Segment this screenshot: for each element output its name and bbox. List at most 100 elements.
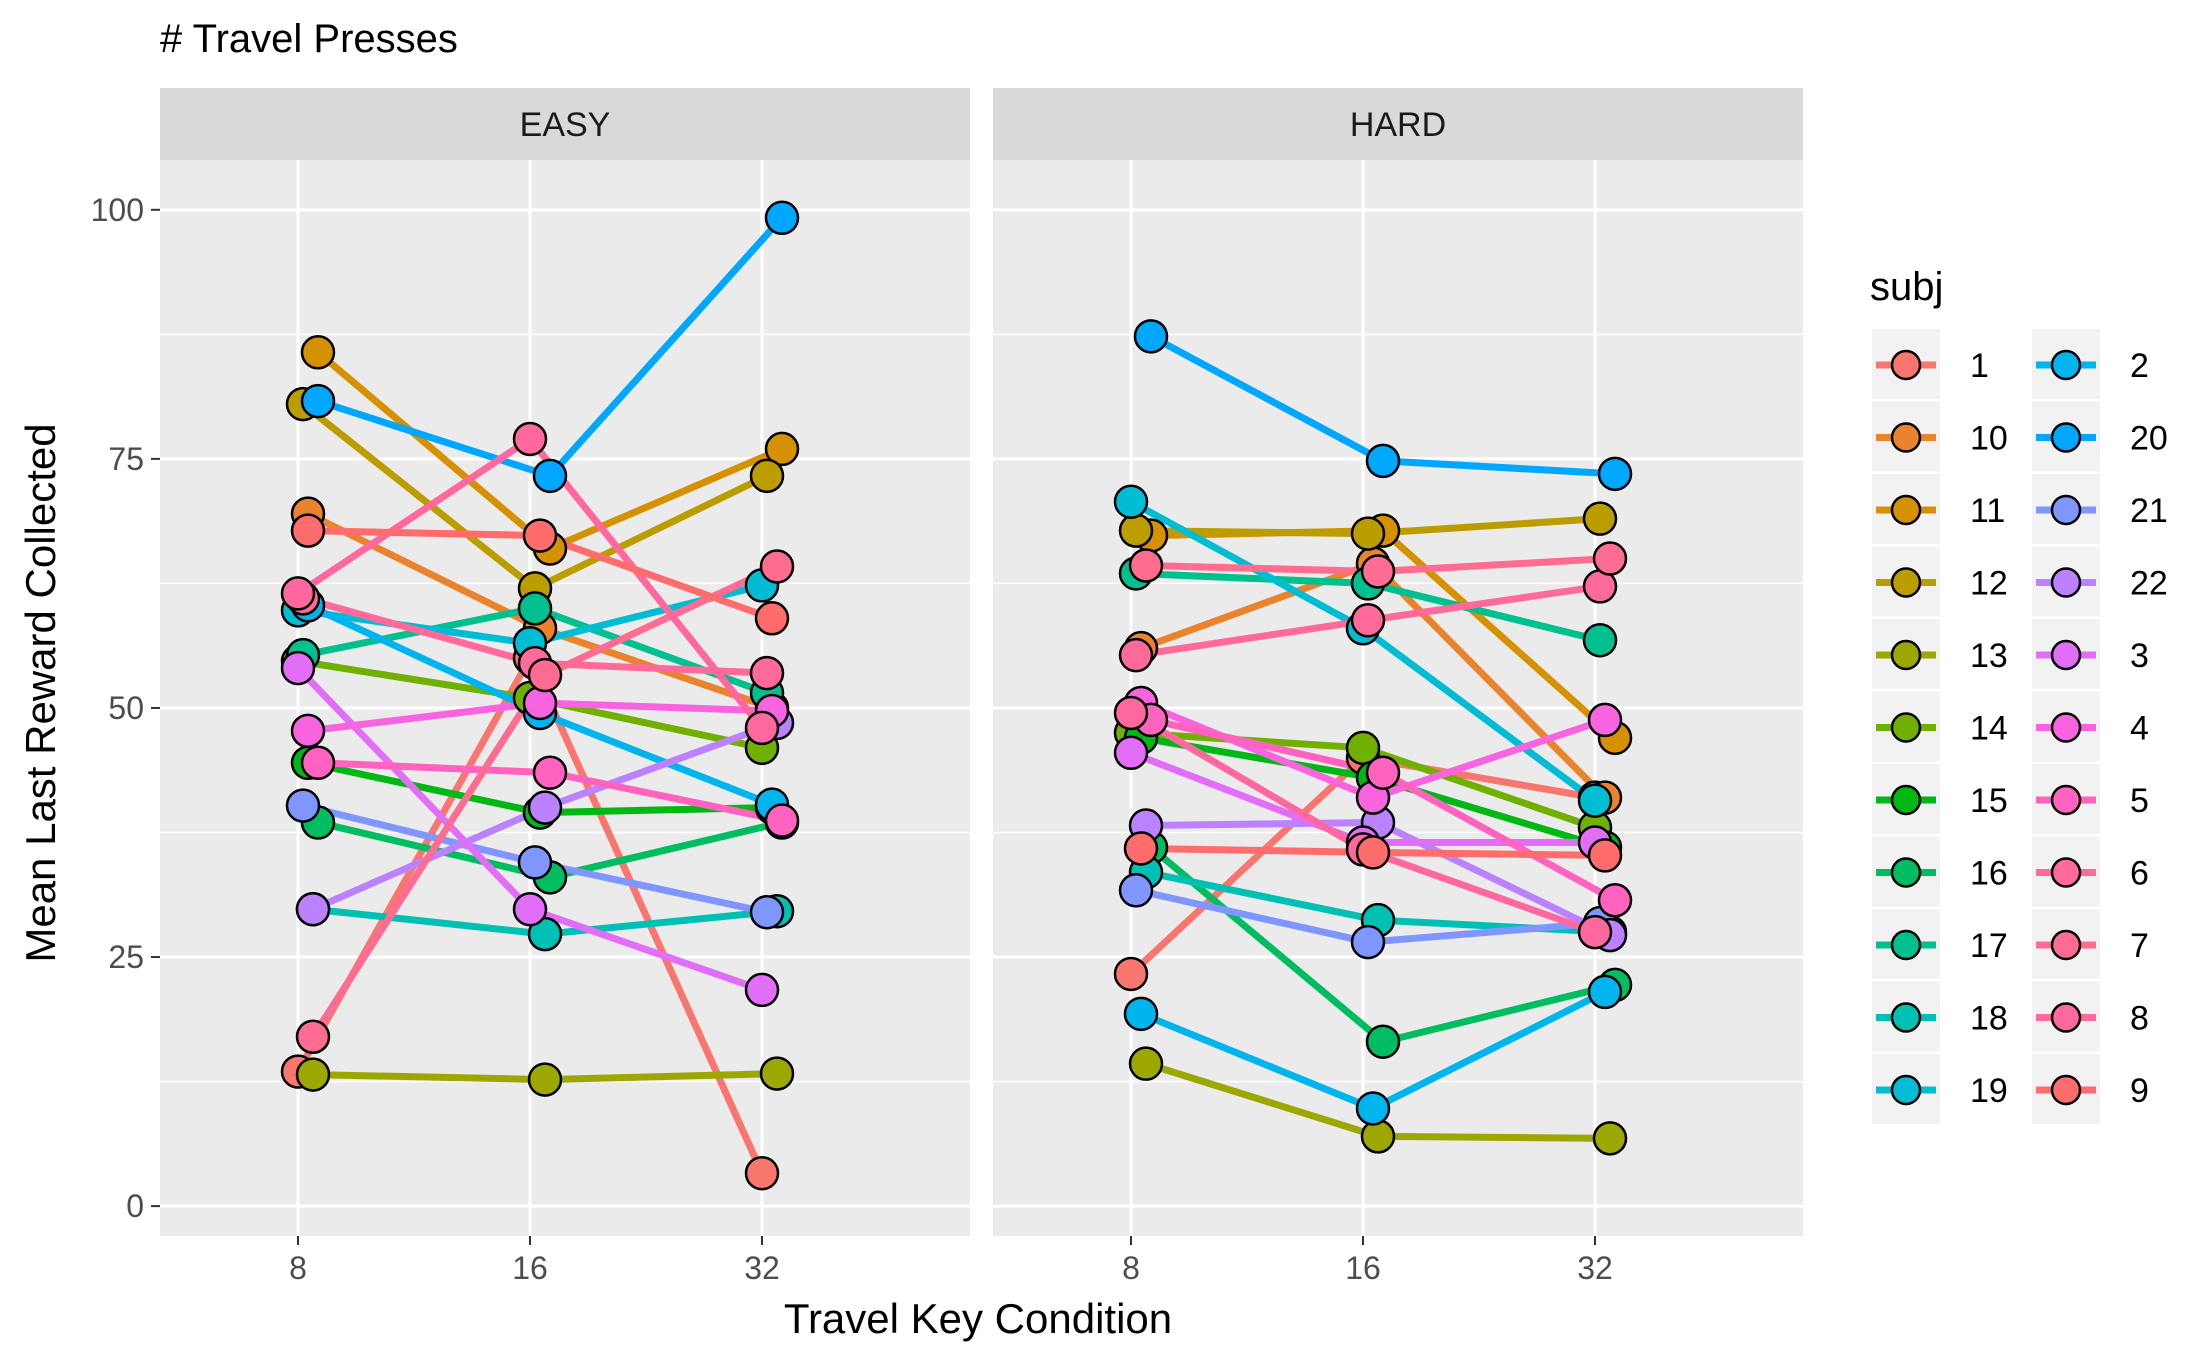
legend-item-8: 8: [2032, 981, 2149, 1052]
legend-label: 20: [2130, 420, 2168, 458]
y-tick-label: 75: [108, 441, 144, 477]
data-point-13: [1592, 1121, 1628, 1156]
y-axis: 0 25 50 75 100: [91, 192, 160, 1224]
data-point-3: [512, 891, 548, 927]
data-point-22: [527, 790, 563, 825]
data-point-5: [532, 755, 568, 790]
legend-key-point: [1890, 712, 1922, 743]
legend-key-point: [1890, 1002, 1922, 1033]
data-point-9: [1123, 831, 1159, 866]
legend-label: 2: [2130, 347, 2149, 385]
data-point-22: [295, 891, 331, 927]
legend-item-20: 20: [2032, 401, 2168, 472]
legend-item-3: 3: [2032, 619, 2149, 689]
legend-item-10: 10: [1872, 401, 2008, 472]
legend-label: 6: [2130, 855, 2149, 893]
data-point-7: [759, 549, 795, 584]
data-point-17: [1582, 622, 1618, 658]
data-point-7: [295, 1019, 331, 1054]
legend-item-7: 7: [2032, 909, 2149, 979]
data-point-12: [1350, 516, 1386, 551]
legend-item-15: 15: [1872, 764, 2008, 834]
legend-key-point: [1890, 857, 1922, 888]
legend-label: 15: [1970, 782, 2008, 820]
x-tick-label: 32: [744, 1250, 780, 1286]
legend-item-21: 21: [2032, 474, 2168, 544]
data-point-18: [527, 916, 563, 952]
legend-item-13: 13: [1872, 619, 2008, 689]
legend-key-point: [1890, 349, 1922, 381]
data-point-16: [1365, 1024, 1401, 1059]
data-point-13: [759, 1056, 795, 1091]
legend-label: 14: [1970, 710, 2008, 748]
data-point-11: [300, 335, 336, 370]
legend-label: 5: [2130, 782, 2149, 820]
legend-item-22: 22: [2032, 546, 2168, 617]
legend-label: 4: [2130, 710, 2149, 748]
data-point-20: [1133, 319, 1169, 354]
data-point-20: [1597, 456, 1633, 492]
facet-panel-hard: HARD 8 16 32: [993, 88, 1803, 1286]
data-point-8: [1113, 695, 1149, 731]
legend-item-6: 6: [2032, 836, 2149, 907]
data-point-2: [1587, 974, 1623, 1010]
legend-label: 11: [1970, 492, 2005, 530]
legend-label: 16: [1970, 855, 2008, 893]
legend-label: 3: [2130, 637, 2149, 675]
data-point-21: [285, 788, 321, 823]
series-points: [1113, 319, 1633, 1156]
x-axis-label: Travel Key Condition: [784, 1295, 1172, 1342]
x-tick-label: 32: [1577, 1250, 1613, 1286]
legend-label: 22: [2130, 565, 2168, 603]
legend-key-point: [2050, 1074, 2082, 1106]
data-point-19: [1113, 484, 1149, 519]
data-point-17: [517, 591, 553, 626]
legend-key-point: [2050, 494, 2082, 526]
data-point-21: [517, 845, 553, 880]
legend-item-1: 1: [1872, 329, 1989, 399]
y-axis-label: Mean Last Reward Collected: [17, 423, 64, 962]
legend-key-point: [2050, 784, 2082, 816]
data-point-9: [522, 518, 558, 553]
data-point-7: [1592, 541, 1628, 576]
legend-key-point: [1890, 784, 1922, 816]
legend-item-2: 2: [2032, 329, 2149, 399]
x-tick-label: 8: [1122, 1250, 1140, 1286]
data-point-7: [1128, 548, 1164, 583]
data-point-13: [1360, 1119, 1396, 1154]
facet-panel-easy: EASY 8 16 32: [160, 88, 970, 1286]
y-tick-label: 50: [108, 690, 144, 726]
data-point-9: [1587, 838, 1623, 873]
data-point-3: [744, 972, 780, 1008]
legend-item-19: 19: [1872, 1054, 2008, 1124]
facet-strip-label: HARD: [1350, 106, 1446, 144]
legend-key-point: [2050, 857, 2082, 888]
legend-label: 18: [1970, 1000, 2008, 1038]
legend-label: 9: [2130, 1072, 2149, 1110]
data-point-4: [1587, 702, 1623, 738]
data-point-8: [744, 710, 780, 746]
legend-key-point: [2050, 712, 2082, 743]
data-point-9: [290, 513, 326, 548]
data-point-5: [764, 803, 800, 838]
legend-key-point: [1890, 567, 1922, 598]
x-tick-label: 16: [1345, 1250, 1381, 1286]
legend-label: 17: [1970, 927, 2008, 965]
data-point-20: [532, 458, 568, 494]
data-point-8: [512, 421, 548, 457]
data-point-13: [527, 1062, 563, 1097]
legend-key-point: [2050, 1002, 2082, 1033]
facet-strip: [993, 88, 1803, 160]
legend-item-17: 17: [1872, 909, 2008, 979]
chart-title: # Travel Presses: [160, 17, 458, 61]
data-point-5: [300, 745, 336, 781]
data-point-4: [522, 685, 558, 721]
legend-key-point: [1890, 1074, 1922, 1106]
legend-label: 21: [2130, 492, 2168, 530]
data-point-21: [1350, 924, 1386, 960]
legend-label: 13: [1970, 637, 2008, 675]
data-point-2: [1355, 1091, 1391, 1126]
x-tick-label: 16: [512, 1250, 548, 1286]
data-point-21: [1118, 873, 1154, 908]
